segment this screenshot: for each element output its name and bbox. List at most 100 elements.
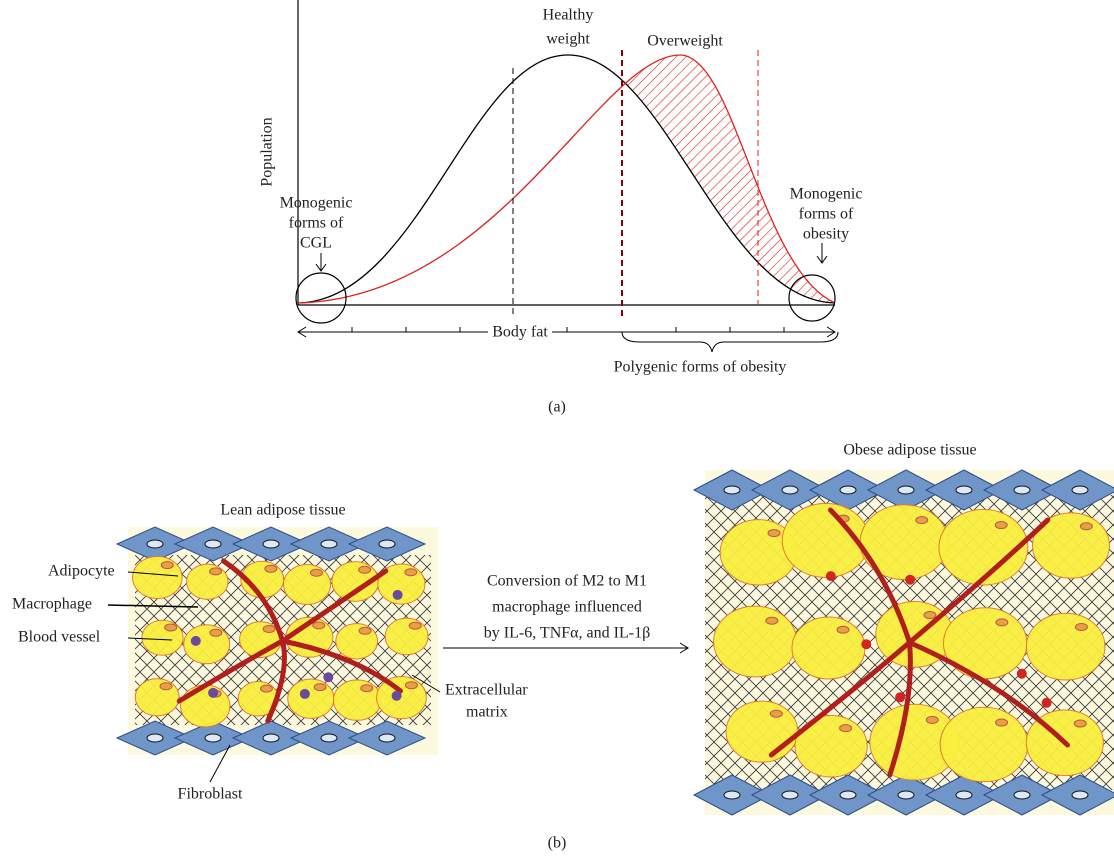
nucleus — [897, 790, 915, 800]
conversion-text: Conversion of M2 to M1 — [487, 573, 647, 590]
label: obesity — [803, 226, 849, 243]
adipocyte — [141, 619, 184, 656]
label: CGL — [300, 235, 332, 252]
nucleus — [204, 733, 222, 743]
cell-nucleus — [404, 568, 418, 577]
label: Blood vessel — [18, 629, 101, 646]
blood-vessel — [907, 517, 1051, 645]
cell-nucleus — [262, 624, 276, 633]
label: Polygenic forms of obesity — [614, 359, 787, 376]
macrophage — [391, 690, 402, 701]
cell-nucleus — [767, 529, 781, 538]
adipocyte — [376, 675, 427, 720]
cell-nucleus — [923, 611, 937, 620]
nucleus — [262, 733, 280, 743]
cell-nucleus — [839, 724, 853, 733]
cell-nucleus — [765, 616, 779, 625]
macrophage — [1041, 697, 1052, 708]
adipocyte — [791, 616, 866, 680]
title: Obese adipose tissue — [843, 442, 976, 459]
tick — [351, 327, 785, 332]
label: forms of — [799, 206, 854, 223]
cell-nucleus — [159, 682, 173, 691]
label: Monogenic — [280, 195, 353, 212]
cell-nucleus — [312, 621, 326, 630]
label: Macrophage — [12, 596, 92, 613]
conversion-text: by IL-6, TNFα, and IL-1β — [484, 625, 650, 642]
label: Monogenic — [790, 186, 863, 203]
y-axis-label: Population — [259, 117, 276, 186]
arrow — [443, 642, 689, 654]
nucleus — [1071, 485, 1089, 495]
cell-nucleus — [358, 565, 372, 574]
cell-nucleus — [1074, 622, 1088, 631]
cell-nucleus — [1079, 522, 1093, 531]
nucleus — [146, 539, 164, 549]
adipocyte — [384, 617, 429, 656]
adipocyte — [942, 607, 1028, 680]
cell-nucleus — [995, 718, 1009, 727]
label: Extracellular — [445, 682, 528, 699]
label: Fibroblast — [178, 786, 243, 803]
cell-nucleus — [408, 621, 422, 630]
nucleus — [1013, 485, 1031, 495]
lean-tissue — [115, 526, 438, 756]
nucleus — [781, 485, 799, 495]
adipocyte — [132, 555, 183, 600]
nucleus — [1013, 790, 1031, 800]
macrophage — [323, 672, 334, 683]
adipocyte — [725, 700, 799, 763]
macrophage — [208, 687, 219, 698]
cell-nucleus — [160, 561, 174, 570]
blood-vessel — [768, 640, 912, 758]
mask — [622, 80, 835, 304]
macrophage — [905, 574, 916, 585]
cell-nucleus — [995, 618, 1009, 627]
cell-nucleus — [769, 709, 783, 718]
obese-tissue — [692, 469, 1114, 816]
macrophage — [392, 589, 403, 600]
cell-nucleus — [209, 628, 223, 637]
arrow — [315, 253, 327, 272]
macrophage — [190, 635, 201, 646]
cell-nucleus — [358, 626, 372, 635]
macrophage — [1016, 668, 1027, 679]
macrophage — [825, 571, 836, 582]
nucleus — [320, 733, 338, 743]
leader — [107, 604, 199, 608]
cell-nucleus — [1073, 719, 1087, 728]
nucleus — [320, 539, 338, 549]
cell-nucleus — [360, 684, 374, 693]
macrophage — [895, 692, 906, 703]
adipocyte — [180, 684, 231, 728]
adipocyte — [186, 563, 229, 600]
leader — [127, 637, 173, 641]
adipocyte — [287, 678, 335, 719]
cell-nucleus — [994, 521, 1008, 530]
adipocyte — [332, 679, 382, 721]
blood-vessel — [887, 640, 913, 778]
label: Healthy — [543, 7, 594, 24]
cell-nucleus — [309, 568, 323, 577]
label: matrix — [466, 704, 508, 721]
panel-b: Lean adipose tissue Obese adipose tissue… — [12, 442, 1114, 852]
nucleus — [378, 539, 396, 549]
label-bg — [488, 322, 552, 342]
brace — [621, 331, 839, 353]
cell-nucleus — [264, 564, 278, 573]
cell-nucleus — [404, 681, 418, 690]
nucleus — [146, 733, 164, 743]
adipocyte — [134, 678, 180, 717]
nucleus — [1071, 790, 1089, 800]
adipocyte — [1025, 612, 1106, 681]
nucleus — [723, 790, 741, 800]
panel-a: Population Healthy weight Overweight Mon… — [259, 0, 863, 416]
macrophage — [299, 688, 310, 699]
label: Overweight — [647, 33, 723, 50]
overweight-curve — [297, 54, 836, 304]
title: Lean adipose tissue — [220, 502, 345, 519]
arrow — [816, 243, 828, 264]
leader — [209, 744, 231, 783]
label: Adipocyte — [48, 563, 115, 580]
x-axis-label: Body fat — [492, 324, 548, 341]
